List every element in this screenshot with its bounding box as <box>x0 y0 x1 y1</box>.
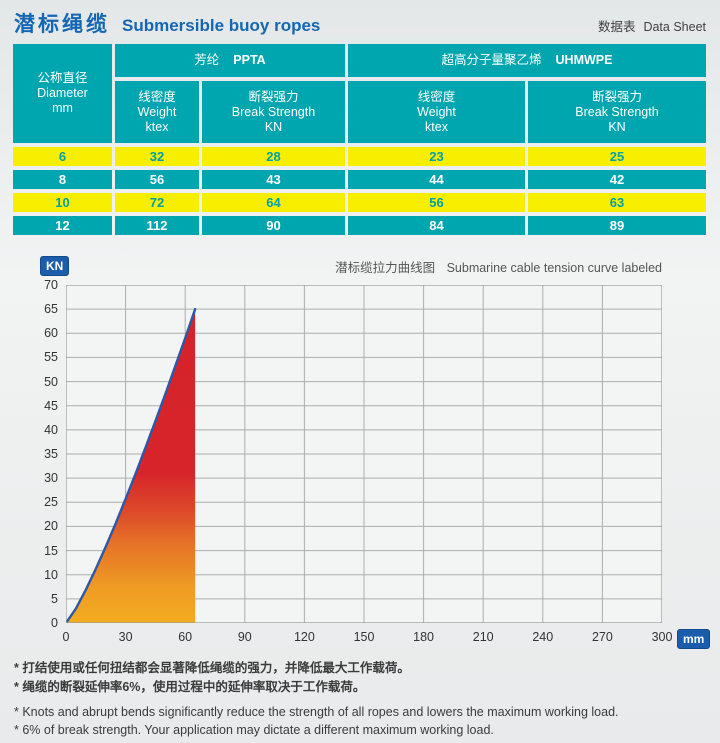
y-tick-label: 55 <box>44 350 58 365</box>
table-cell: 42 <box>528 170 706 189</box>
x-tick-label: 90 <box>237 630 252 644</box>
tension-curve-plot <box>66 285 662 623</box>
ppta-weight-zh: 线密度 <box>138 89 176 104</box>
table-cell: 32 <box>115 147 199 166</box>
y-tick-label: 40 <box>44 422 58 437</box>
diameter-header-en: Diameter <box>37 86 88 100</box>
uhmwpe-weight-en: Weight <box>417 104 456 119</box>
y-tick-label: 25 <box>44 495 58 510</box>
col-header-diameter: 公称直径 Diameter mm <box>13 44 112 143</box>
x-tick-label: 210 <box>472 630 494 644</box>
col-header-uhmwpe-break: 断裂强力 Break Strength KN <box>528 81 706 143</box>
uhmwpe-break-en: Break Strength <box>575 104 659 119</box>
chart-title: 潜标缆拉力曲线图 Submarine cable tension curve l… <box>335 257 662 276</box>
col-header-ppta-weight: 线密度 Weight ktex <box>115 81 199 143</box>
ppta-group-en: PPTA <box>233 53 266 67</box>
table-cell: 63 <box>528 193 706 212</box>
footnote-en-1: * Knots and abrupt bends significantly r… <box>14 705 619 719</box>
footnote-zh-2: * 绳缆的断裂延伸率6%，使用过程中的延伸率取决于工作载荷。 <box>14 680 366 694</box>
diameter-header-zh: 公称直径 <box>37 71 88 85</box>
y-tick-label: 60 <box>44 326 58 341</box>
table-cell: 44 <box>348 170 525 189</box>
y-tick-label: 30 <box>44 471 58 486</box>
table-cell: 64 <box>202 193 345 212</box>
x-tick-label: 150 <box>353 630 375 644</box>
y-axis-unit-badge: KN <box>40 256 70 276</box>
table-cell: 89 <box>528 216 706 235</box>
x-tick-label: 270 <box>591 630 613 644</box>
datasheet-label-zh: 数据表 <box>597 20 636 34</box>
x-axis-unit-badge: mm <box>677 629 711 649</box>
y-tick-label: 35 <box>44 447 58 461</box>
chart-title-en: Submarine cable tension curve labeled <box>446 261 662 275</box>
x-tick-label: 30 <box>118 630 133 644</box>
table-cell: 43 <box>202 170 345 189</box>
y-tick-label: 20 <box>44 519 58 534</box>
y-tick-label: 65 <box>44 302 58 317</box>
table-cell: 6 <box>13 147 112 166</box>
table-uhmwpe: 超高分子量聚乙烯 UHMWPE 线密度 Weight ktex 断裂强力 Bre… <box>348 44 706 235</box>
group-header-ppta: 芳纶 PPTA <box>115 44 345 77</box>
x-tick-label: 240 <box>532 630 554 644</box>
x-tick-label: 180 <box>413 630 435 644</box>
ppta-weight-en: Weight <box>137 104 177 119</box>
uhmwpe-group-zh: 超高分子量聚乙烯 <box>441 53 542 67</box>
x-tick-label: 300 <box>651 630 673 644</box>
group-header-uhmwpe: 超高分子量聚乙烯 UHMWPE <box>348 44 706 77</box>
uhmwpe-group-en: UHMWPE <box>555 53 613 67</box>
table-cell: 84 <box>348 216 525 235</box>
table-cell: 72 <box>115 193 199 212</box>
col-header-uhmwpe-weight: 线密度 Weight ktex <box>348 81 525 143</box>
table-ppta: 公称直径 Diameter mm 芳纶 PPTA 线密度 Weight ktex… <box>13 44 345 235</box>
table-cell: 23 <box>348 147 525 166</box>
datasheet-label: 数据表 Data Sheet <box>598 16 706 35</box>
ppta-break-en: Break Strength <box>231 104 316 119</box>
uhmwpe-weight-zh: 线密度 <box>417 89 456 104</box>
table-cell: 28 <box>202 147 345 166</box>
uhmwpe-weight-unit: ktex <box>425 119 448 134</box>
page-title-zh: 潜标绳缆 <box>14 13 110 36</box>
table-cell: 8 <box>13 170 112 189</box>
x-tick-label: 120 <box>293 630 315 644</box>
y-tick-label: 0 <box>51 616 58 630</box>
col-header-ppta-break: 断裂强力 Break Strength KN <box>202 81 345 143</box>
table-cell: 25 <box>528 147 706 166</box>
datasheet-label-en: Data Sheet <box>643 20 706 34</box>
ppta-break-zh: 断裂强力 <box>248 89 299 104</box>
y-tick-label: 70 <box>44 278 58 292</box>
chart-title-zh: 潜标缆拉力曲线图 <box>335 261 436 275</box>
uhmwpe-break-zh: 断裂强力 <box>591 89 642 104</box>
table-cell: 56 <box>348 193 525 212</box>
y-tick-label: 50 <box>44 374 58 389</box>
footnotes: * 打结使用或任何扭结都会显著降低绳缆的强力，并降低最大工作载荷。 * 绳缆的断… <box>14 659 714 739</box>
ppta-break-unit: KN <box>264 119 283 134</box>
table-cell: 56 <box>115 170 199 189</box>
y-tick-label: 5 <box>51 591 58 606</box>
page-title-en: Submersible buoy ropes <box>122 16 321 35</box>
page-header: 潜标绳缆 Submersible buoy ropes 数据表 Data Shee… <box>14 8 706 38</box>
x-tick-label: 60 <box>178 630 193 644</box>
y-tick-label: 10 <box>44 567 58 582</box>
table-cell: 10 <box>13 193 112 212</box>
x-tick-label: 0 <box>62 630 70 644</box>
diameter-header-unit: mm <box>52 101 73 115</box>
table-cell: 90 <box>202 216 345 235</box>
uhmwpe-break-unit: KN <box>608 119 626 134</box>
ppta-weight-unit: ktex <box>145 119 169 134</box>
y-tick-label: 15 <box>44 543 58 558</box>
table-cell: 112 <box>115 216 199 235</box>
table-cell: 12 <box>13 216 112 235</box>
y-tick-label: 45 <box>44 398 58 413</box>
ppta-group-zh: 芳纶 <box>194 53 220 67</box>
footnote-en-2: * 6% of break strength. Your application… <box>14 723 494 737</box>
footnote-zh-1: * 打结使用或任何扭结都会显著降低绳缆的强力，并降低最大工作载荷。 <box>14 661 410 675</box>
